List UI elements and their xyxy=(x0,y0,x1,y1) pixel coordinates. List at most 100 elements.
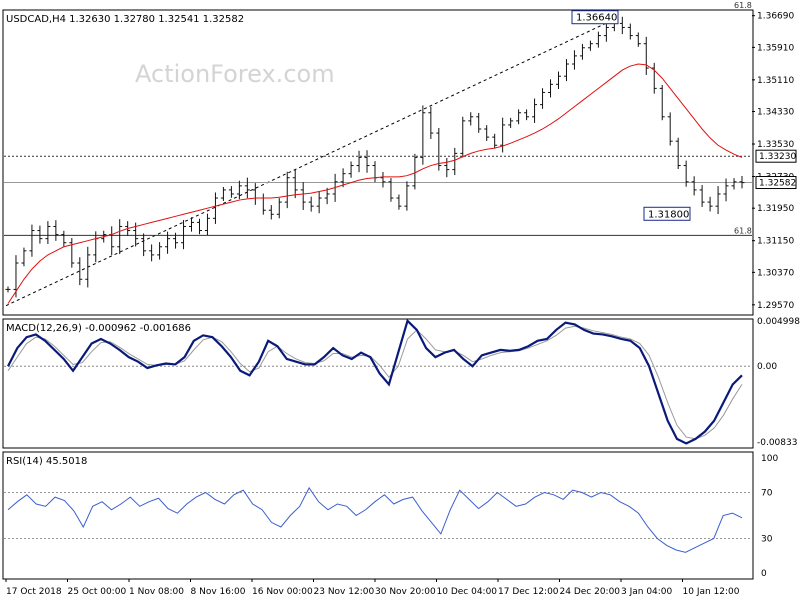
price-bar xyxy=(45,221,51,245)
price-bar xyxy=(244,177,250,199)
price-bar xyxy=(699,185,705,207)
price-tag-label: 1.33230 xyxy=(759,152,796,162)
price-bar xyxy=(220,186,226,201)
price-bar xyxy=(563,59,569,82)
price-bar xyxy=(643,36,649,75)
price-bar xyxy=(77,257,83,286)
x-tick-label: 24 Dec 20:00 xyxy=(560,587,621,597)
rsi-tick-label: 0 xyxy=(761,569,767,579)
price-bar xyxy=(228,186,234,198)
macd-line xyxy=(7,318,743,445)
price-bar xyxy=(627,23,633,40)
price-bar xyxy=(731,178,737,190)
x-tick-label: 10 Dec 04:00 xyxy=(437,587,498,597)
price-tick-label: 1.36690 xyxy=(757,12,794,22)
macd-tick-label: 0.00 xyxy=(757,362,777,372)
level-annotation-box xyxy=(571,10,619,25)
price-bar xyxy=(268,205,274,220)
x-tick-label: 30 Nov 20:00 xyxy=(375,587,436,597)
rsi-tick-label: 30 xyxy=(761,535,773,545)
x-tick-label: 8 Nov 16:00 xyxy=(191,587,246,597)
level-annotation-box xyxy=(643,206,691,221)
price-tick-label: 1.31150 xyxy=(757,237,794,247)
price-bar xyxy=(316,190,322,214)
price-bar xyxy=(723,178,729,202)
price-bar xyxy=(619,16,625,35)
price-bar xyxy=(659,84,665,121)
price-bar xyxy=(532,98,538,123)
price-bar xyxy=(444,157,450,178)
price-bar xyxy=(236,180,242,200)
sma-line xyxy=(7,63,743,304)
price-bar xyxy=(21,247,27,267)
price-bar xyxy=(173,232,179,249)
price-bar xyxy=(165,231,171,254)
price-bar xyxy=(117,219,123,255)
price-bar xyxy=(707,196,713,212)
price-bar xyxy=(484,125,490,141)
price-bar xyxy=(404,181,410,211)
price-layer: 1.36640 1.31800 61.8 61.8 xyxy=(4,1,752,307)
price-bar xyxy=(300,182,306,210)
macd-panel-header: MACD(12,26,9) -0.000962 -0.001686 xyxy=(6,323,191,334)
price-bar xyxy=(5,286,11,293)
price-tag-box xyxy=(755,176,797,190)
price-bar xyxy=(675,137,681,169)
price-bar xyxy=(420,105,426,165)
macd-signal-line xyxy=(7,325,743,440)
x-tick-label: 1 Nov 08:00 xyxy=(129,587,184,597)
price-panel-header: USDCAD,H4 1.32630 1.32780 1.32541 1.3258… xyxy=(6,14,244,25)
fib-label: 61.8 xyxy=(734,1,752,10)
price-bar xyxy=(340,168,346,188)
price-bar xyxy=(61,230,67,247)
price-bar xyxy=(157,242,163,260)
watermark: ActionForex.com xyxy=(135,60,335,88)
price-bar xyxy=(284,171,290,209)
price-bar xyxy=(37,225,43,244)
macd-tick-label: -0.00833 xyxy=(757,438,797,448)
price-bar xyxy=(380,172,386,188)
price-bar xyxy=(460,116,466,158)
fib-label: 61.8 xyxy=(734,226,752,235)
price-bar xyxy=(356,150,362,173)
price-tick-label: 1.35110 xyxy=(757,76,794,86)
price-bar xyxy=(13,255,19,298)
price-bar xyxy=(85,246,91,288)
price-bar xyxy=(69,238,75,268)
price-bar xyxy=(683,160,689,187)
price-bar xyxy=(587,40,593,51)
price-bar xyxy=(189,217,194,232)
price-bar xyxy=(492,133,498,149)
price-bar xyxy=(715,186,721,215)
level-annotation-label: 1.31800 xyxy=(648,209,689,220)
price-bar xyxy=(388,178,394,202)
price-bar xyxy=(524,109,530,121)
price-bar xyxy=(412,153,418,190)
price-bar xyxy=(308,196,314,212)
price-tag-box xyxy=(755,149,797,163)
price-bar xyxy=(204,213,210,236)
rsi-panel-frame xyxy=(2,451,754,580)
price-bar xyxy=(364,150,370,173)
macd-panel-frame xyxy=(2,318,754,449)
price-bar xyxy=(540,88,546,109)
price-tick-label: 1.30370 xyxy=(757,268,794,278)
price-bar xyxy=(548,79,554,98)
price-bar xyxy=(691,176,697,196)
price-tick-label: 1.29570 xyxy=(757,301,794,311)
price-bar xyxy=(196,218,202,235)
rsi-line xyxy=(7,486,743,553)
macd-layer xyxy=(4,318,752,445)
price-bar xyxy=(667,112,673,146)
rsi-tick-label: 70 xyxy=(761,489,773,499)
price-bar xyxy=(571,50,577,70)
x-tick-label: 3 Jan 04:00 xyxy=(621,587,673,597)
price-bar xyxy=(212,192,218,224)
price-bar xyxy=(53,220,59,241)
price-bar xyxy=(324,187,330,205)
price-bar xyxy=(595,31,601,48)
price-bar xyxy=(276,198,282,219)
price-tick-label: 1.31950 xyxy=(757,204,794,214)
